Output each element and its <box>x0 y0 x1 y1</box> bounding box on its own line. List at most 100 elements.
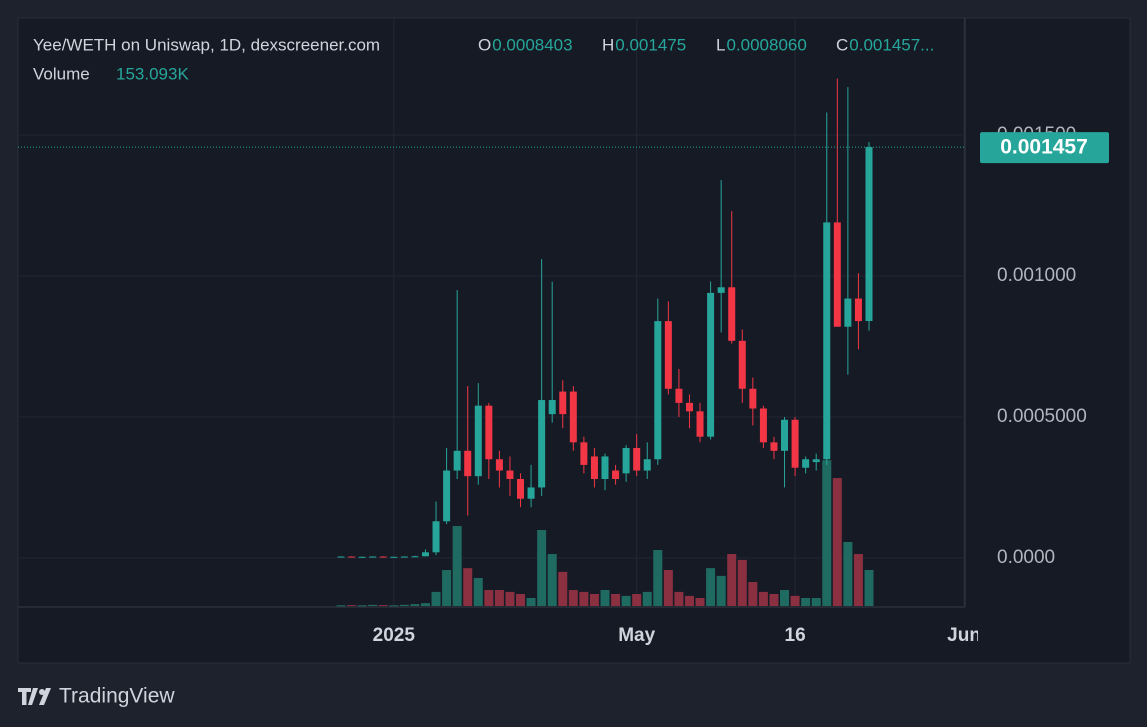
candle-body <box>759 408 767 443</box>
volume-bar <box>452 526 462 606</box>
volume-bar <box>727 554 737 606</box>
candle-body <box>781 419 789 451</box>
candle-body <box>390 556 398 558</box>
volume-bar <box>737 559 747 606</box>
volume-bar <box>632 594 642 606</box>
candle-body <box>738 340 746 389</box>
volume-bar <box>716 575 726 606</box>
candle-body <box>432 521 440 553</box>
candle-body <box>770 442 778 451</box>
candle-body <box>421 552 429 557</box>
volume-bar <box>853 554 863 606</box>
candle-body <box>379 556 387 558</box>
candle-body <box>517 478 525 499</box>
volume-bar <box>420 603 430 606</box>
ohlc-value: 0.001457... <box>849 35 934 54</box>
volume-bar <box>653 550 663 606</box>
candle-body <box>527 487 535 499</box>
candle-body <box>654 321 662 460</box>
x-tick-label: Jun <box>947 625 981 646</box>
y-tick-label: 0.001000 <box>997 265 1076 286</box>
x-tick-label: May <box>618 625 655 646</box>
candle-body <box>707 292 715 437</box>
volume-bar <box>674 591 684 606</box>
candle-body <box>358 556 366 558</box>
volume-bar <box>473 578 483 606</box>
volume-bar <box>568 590 578 606</box>
candle-body <box>833 222 841 327</box>
candle-body <box>633 447 641 471</box>
candle-body <box>538 400 546 488</box>
volume-bar <box>579 591 589 606</box>
candle-body <box>823 222 831 460</box>
volume-bar <box>347 605 357 607</box>
candle-body <box>728 287 736 341</box>
chart-frame <box>17 17 1131 664</box>
candle-body <box>643 459 651 471</box>
candle-body <box>696 411 704 437</box>
brand: TradingView <box>59 685 175 708</box>
y-tick-label: 0.0005000 <box>997 406 1087 427</box>
volume-bar <box>790 595 800 606</box>
volume-bar <box>621 595 631 606</box>
candle-body <box>854 298 862 322</box>
candle-body <box>590 456 598 479</box>
volume-bar <box>389 605 399 607</box>
candle-body <box>369 556 377 558</box>
volume-bar <box>706 568 716 606</box>
candle-body <box>443 470 451 522</box>
candle-body <box>348 556 356 558</box>
candle-body <box>464 450 472 477</box>
price-label-box <box>980 132 1109 164</box>
candle-body <box>411 556 419 558</box>
volume-bar <box>399 604 409 606</box>
ohlc-value: 0.0008060 <box>726 35 806 54</box>
candle-body <box>622 447 630 474</box>
candle-body <box>485 405 493 460</box>
volume-bar <box>780 590 790 606</box>
volume-title: Volume <box>33 64 90 83</box>
volume-bar <box>410 604 420 606</box>
volume-value: 153.093K <box>116 64 189 83</box>
volume-bar <box>442 570 452 606</box>
volume-bar <box>663 570 673 606</box>
volume-bar <box>357 605 367 607</box>
volume-bar <box>832 478 842 606</box>
candle-body <box>664 321 672 389</box>
price-label: 0.001457 <box>1000 136 1088 159</box>
volume-bar <box>378 605 388 607</box>
volume-bar <box>505 591 515 606</box>
candle-body <box>675 388 683 403</box>
ohlc-prefix: L <box>716 35 725 54</box>
candle-body <box>569 391 577 443</box>
volume-bar <box>600 590 610 606</box>
candle-body <box>844 298 852 327</box>
candle-body <box>400 556 408 558</box>
candle-body <box>802 459 810 468</box>
x-tick-label: 16 <box>785 625 806 646</box>
candle-body <box>865 147 873 322</box>
volume-bar <box>811 598 821 606</box>
candle-body <box>749 388 757 409</box>
volume-bar <box>684 595 694 606</box>
volume-bar <box>537 530 547 606</box>
volume-bar <box>368 604 378 606</box>
volume-bar <box>336 605 346 607</box>
logo <box>18 688 51 705</box>
volume-bar <box>558 571 568 606</box>
candle-body <box>453 450 461 471</box>
candle-body <box>685 402 693 412</box>
ohlc-prefix: H <box>602 35 614 54</box>
volume-bar <box>801 598 811 606</box>
volume-bar <box>547 554 557 606</box>
candle-body <box>812 459 820 463</box>
volume-bar <box>695 598 705 606</box>
candle-body <box>495 459 503 471</box>
volume-bar <box>484 590 494 606</box>
volume-bar <box>431 591 441 606</box>
volume-bar <box>769 594 779 606</box>
x-tick-label: 2025 <box>373 625 416 646</box>
ohlc-prefix: O <box>478 35 491 54</box>
y-tick-label: 0.0000 <box>997 547 1055 568</box>
